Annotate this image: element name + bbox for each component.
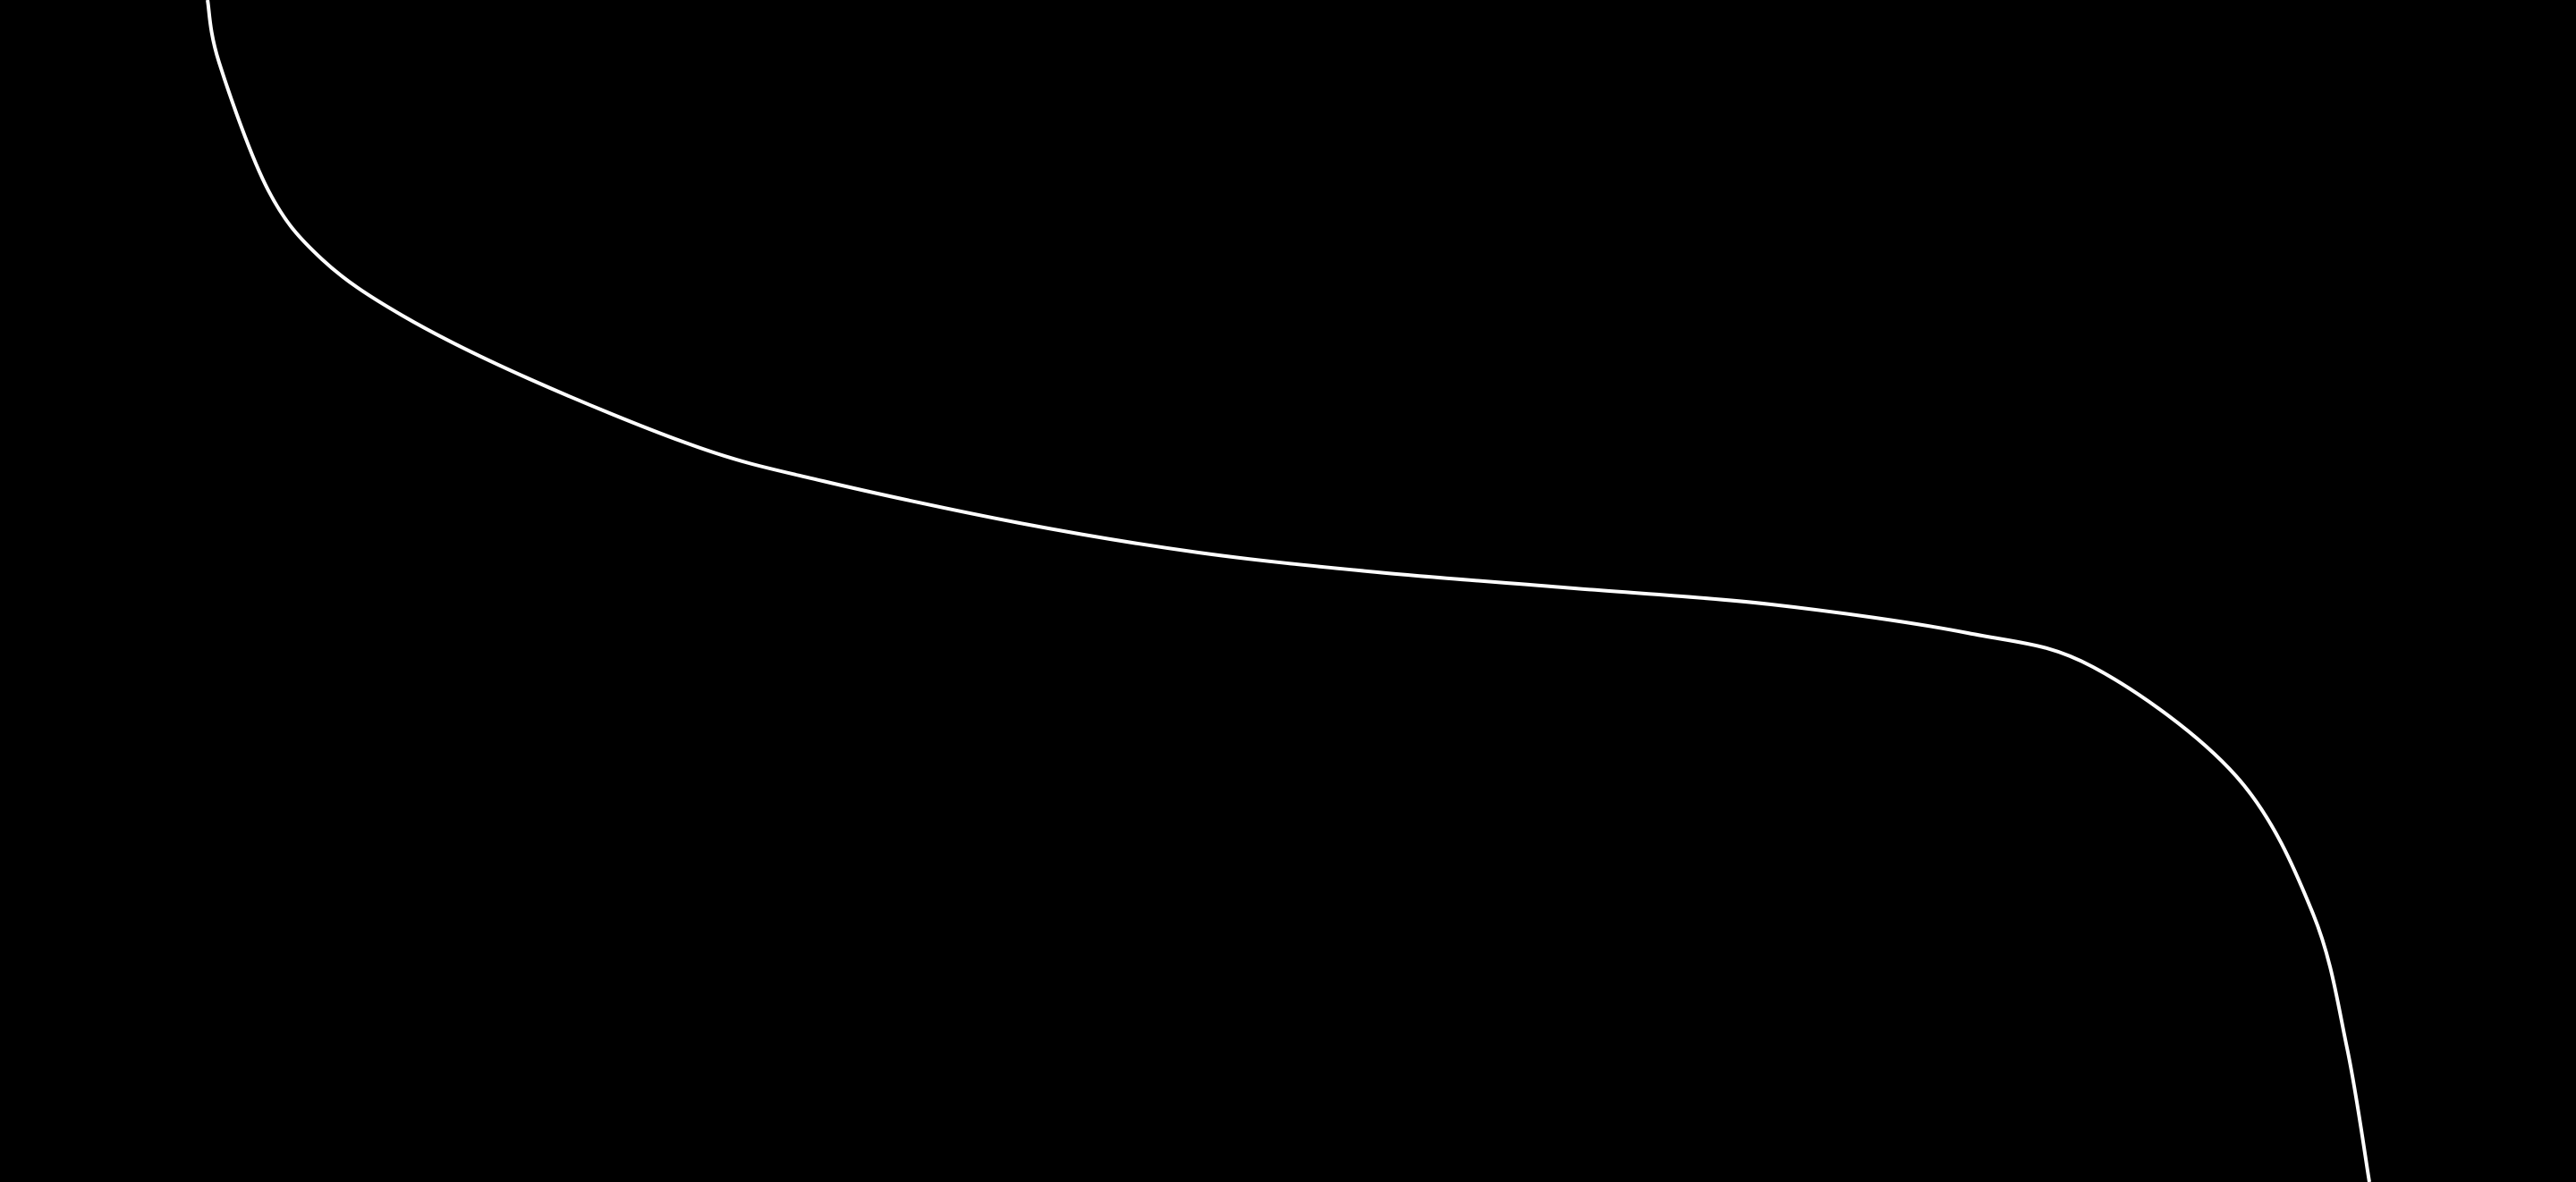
- s-curve-path: [206, 0, 2371, 1182]
